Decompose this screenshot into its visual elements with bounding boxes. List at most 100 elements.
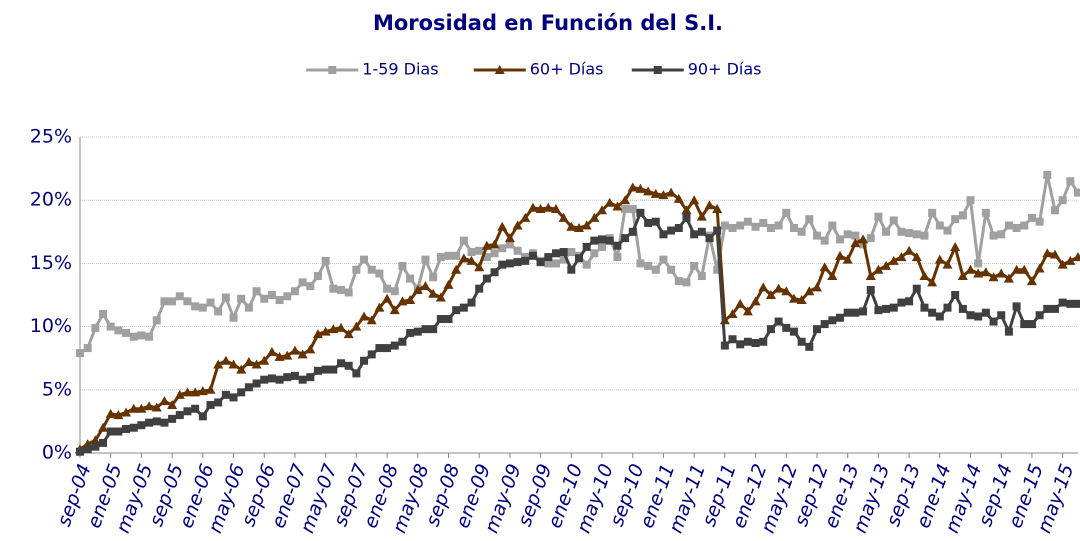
point [504,233,515,243]
point [788,293,799,303]
point [337,359,346,368]
point [742,306,753,316]
y-tick-label: 0% [42,442,72,464]
point [106,427,115,436]
point [122,424,131,433]
point [168,297,177,306]
point [735,298,746,308]
point [912,230,921,239]
point [489,239,500,249]
point [873,264,884,274]
point [789,327,798,336]
point [481,240,492,250]
point [797,337,806,346]
point [360,255,369,264]
point [774,221,783,230]
point [1066,299,1075,308]
point [804,286,815,296]
point [951,215,960,224]
point [997,311,1006,320]
point [905,297,914,306]
point [145,418,154,427]
point [927,277,938,287]
point [897,227,906,236]
point [713,265,722,274]
point [705,234,714,243]
point [413,327,422,336]
point [252,379,261,388]
point [90,435,101,445]
point [190,387,201,397]
point [1049,249,1060,259]
point [329,365,338,374]
point [474,262,485,272]
point [828,221,837,230]
point [928,308,937,317]
point [337,285,346,294]
point [99,309,108,318]
point [490,249,499,258]
point [598,235,607,244]
point [76,447,84,456]
point [736,221,745,230]
point [590,249,599,258]
point [1065,255,1076,265]
point [682,213,691,222]
legend-marker [653,66,662,74]
point [321,256,330,265]
point [820,236,829,245]
point [727,308,738,318]
point [383,284,392,293]
point [989,231,998,240]
point [320,326,331,336]
point [114,326,123,335]
y-tick-label: 20% [30,189,72,211]
point [1027,213,1036,222]
y-tick-label: 5% [42,378,72,400]
point [183,407,192,416]
point [244,303,253,312]
point [490,268,499,277]
point [836,235,845,244]
point [105,408,116,418]
point [336,322,347,332]
point [636,208,645,217]
point [935,221,944,230]
point [260,294,269,303]
point [214,307,223,316]
point [636,259,645,268]
point [812,231,821,240]
point [843,230,852,239]
point [289,345,300,355]
point [836,313,845,322]
point [712,204,723,214]
point [175,292,184,301]
point [429,273,438,282]
point [174,389,185,399]
point [966,311,975,320]
point [1034,263,1045,273]
point [1043,304,1052,313]
point [1035,217,1044,226]
point [521,256,530,265]
point [436,253,445,262]
point [236,364,247,374]
point [252,287,261,296]
point [452,306,461,315]
point [398,261,407,270]
point [796,295,807,305]
point [398,337,407,346]
point [312,329,323,339]
point [229,313,238,322]
point [904,245,915,255]
point [582,260,591,269]
point [1058,298,1067,307]
point [582,242,591,251]
point [835,250,846,260]
point [352,369,361,378]
point [690,230,699,239]
point [797,227,806,236]
point [114,427,123,436]
point [935,312,944,321]
point [943,226,952,235]
